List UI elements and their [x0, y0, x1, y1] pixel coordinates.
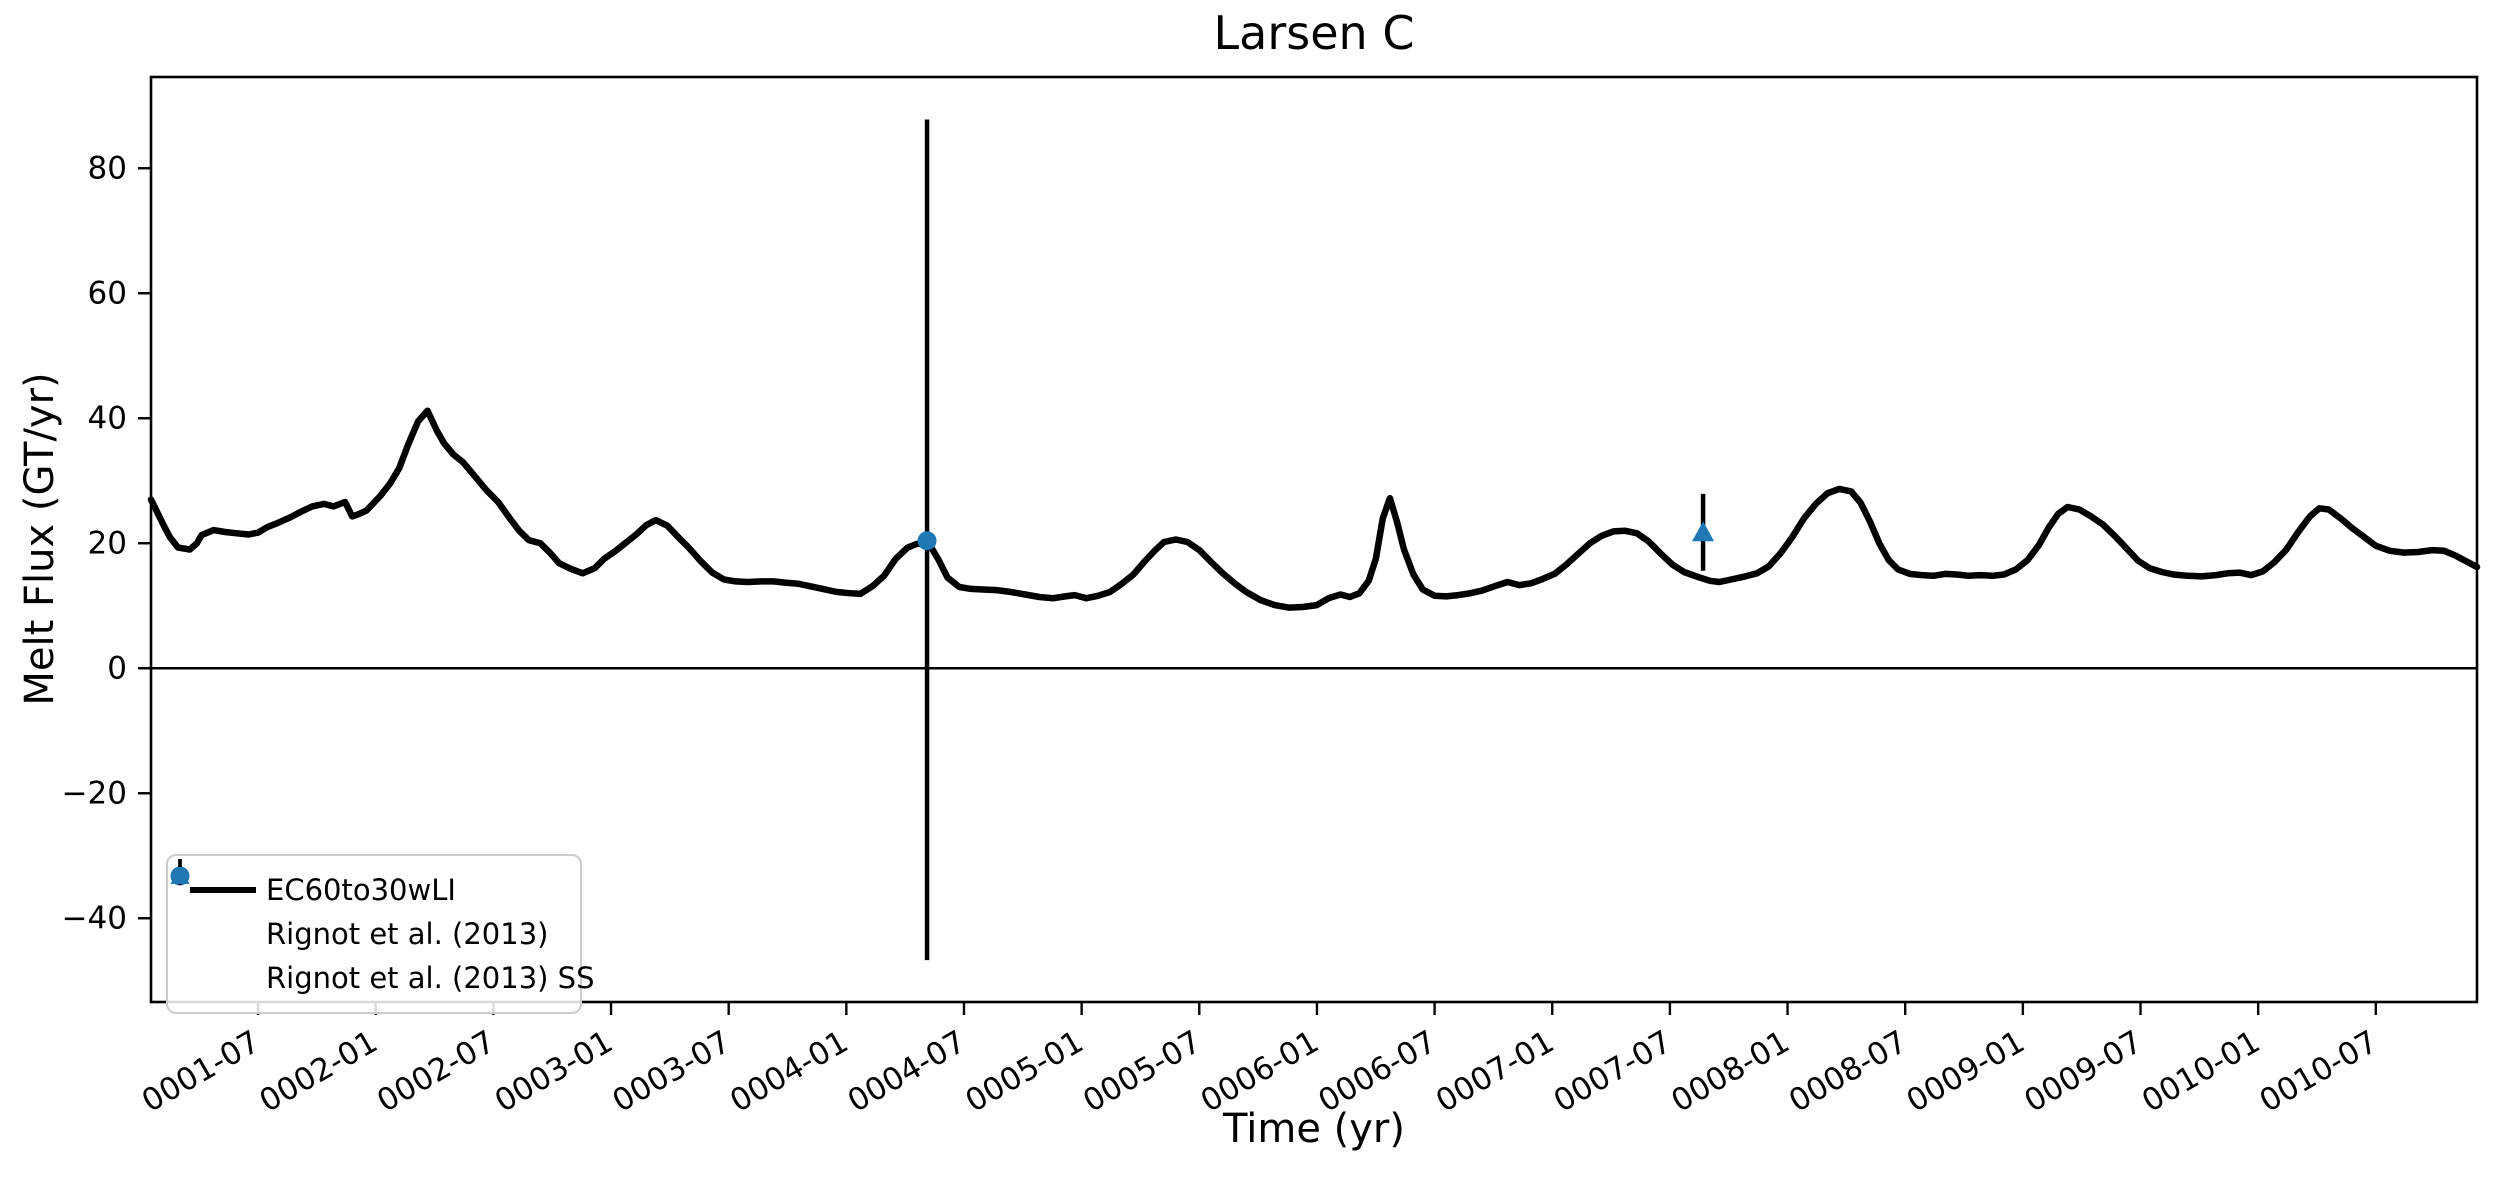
- y-tick-label: 20: [88, 525, 127, 561]
- y-tick-label: 0: [107, 650, 127, 686]
- legend-line-swatch-icon: [180, 887, 266, 893]
- y-axis-label: Melt Flux (GT/yr): [17, 372, 63, 706]
- legend-label: Rignot et al. (2013) SS: [266, 961, 595, 995]
- y-tick-label: 40: [88, 400, 127, 436]
- legend: EC60to30wLI Rignot et al. (2013) Rignot …: [166, 854, 595, 1014]
- series-line-ec60to30wli: [147, 407, 2481, 611]
- legend-label: Rignot et al. (2013): [266, 917, 549, 951]
- legend-row-rignot-2013: Rignot et al. (2013): [170, 859, 562, 954]
- rignot-2013-ss-marker: [1692, 521, 1715, 542]
- y-tick-label: 80: [88, 150, 127, 186]
- legend-row-rignot-2013-ss: Rignot et al. (2013) SS: [170, 859, 595, 998]
- chart-title: Larsen C: [1213, 6, 1415, 60]
- rignot-2013-marker: [917, 531, 937, 551]
- x-axis-label: Time (yr): [1223, 1106, 1405, 1152]
- y-tick-label: 60: [88, 275, 127, 311]
- legend-row-ec60to30wli: EC60to30wLI: [180, 870, 562, 910]
- y-tick-label: −20: [62, 775, 127, 811]
- y-tick-label: −40: [62, 900, 127, 936]
- legend-label: EC60to30wLI: [266, 873, 456, 907]
- plot-box: [149, 75, 2479, 1004]
